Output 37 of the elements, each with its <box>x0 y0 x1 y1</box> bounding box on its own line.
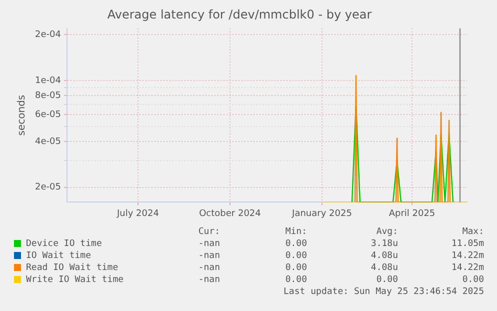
x-tick-label: January 2025 <box>291 208 352 219</box>
text: -nan <box>198 262 220 274</box>
text: -nan <box>198 238 220 250</box>
text: Avg: <box>376 226 398 238</box>
text: -nan <box>198 250 220 262</box>
legend-label: Device IO time <box>26 238 102 250</box>
legend-label: Read IO Wait time <box>26 262 118 274</box>
text: 0.00 <box>285 238 307 250</box>
text: 14.22m <box>451 250 484 262</box>
text: 4.08u <box>370 250 398 262</box>
y-tick-label: 2e-05 <box>34 182 61 193</box>
y-axis-title: seconds <box>16 94 28 136</box>
text: 11.05m <box>451 238 484 250</box>
text: 14.22m <box>451 262 484 274</box>
y-tick-label: 2e-04 <box>34 30 62 40</box>
text: Max: <box>462 226 484 238</box>
x-tick-label: October 2024 <box>199 208 262 219</box>
text: 0.00 <box>376 274 398 286</box>
text: 3.18u <box>370 238 398 250</box>
legend-label: IO Wait time <box>26 250 92 262</box>
text: -nan <box>198 274 220 286</box>
text: 0.00 <box>285 250 307 262</box>
text: 4.08u <box>370 262 398 274</box>
chart-title: Average latency for /dev/mmcblk0 - by year <box>107 7 372 22</box>
text: Min: <box>285 226 307 238</box>
x-tick-label: April 2025 <box>388 208 436 219</box>
text: 0.00 <box>285 262 307 274</box>
y-tick-label: 4e-05 <box>34 136 61 147</box>
text: 0.00 <box>285 274 307 286</box>
y-tick-label: 1e-04 <box>34 76 62 86</box>
legend-label: Write IO Wait time <box>26 274 124 286</box>
y-tick-label: 6e-05 <box>34 110 61 120</box>
x-tick-label: July 2024 <box>116 208 160 219</box>
text: Cur: <box>198 226 220 238</box>
text: 0.00 <box>462 274 484 286</box>
y-tick-label: 8e-05 <box>34 90 61 101</box>
text: Last update: Sun May 25 23:46:54 2025 <box>284 286 484 298</box>
